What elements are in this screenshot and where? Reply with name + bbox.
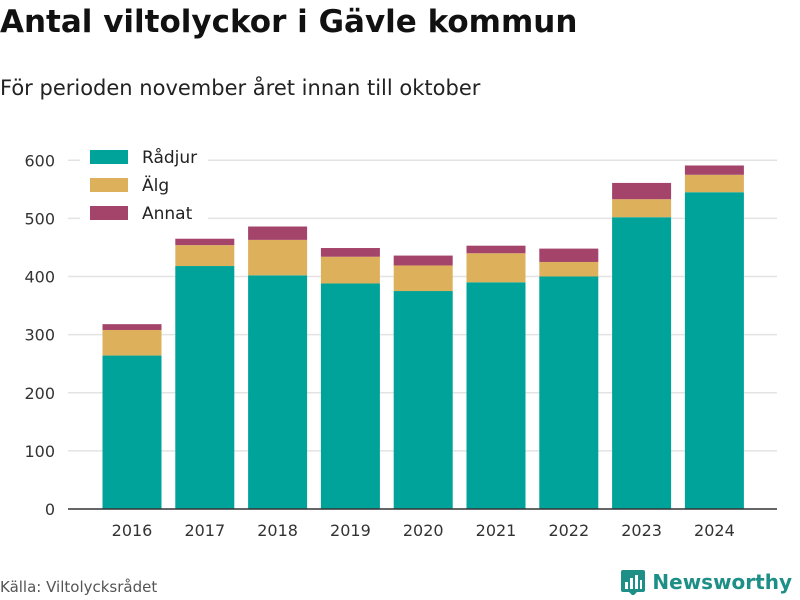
bar-segment: [102, 329, 162, 356]
brand-name: Newsworthy: [652, 570, 792, 594]
y-tick-label: 0: [45, 500, 55, 519]
x-tick-label: 2023: [621, 521, 662, 540]
x-tick-label: 2022: [548, 521, 589, 540]
x-tick-label: 2024: [694, 521, 735, 540]
x-tick-label: 2019: [330, 521, 371, 540]
legend-swatch: [90, 150, 128, 164]
x-axis: 2016 2017 2018 2019 2020 2021 2022 2023 2024: [112, 521, 735, 540]
bar-segment: [320, 256, 380, 284]
bar-segment: [466, 282, 526, 509]
bar-segment: [539, 276, 599, 509]
bar-segment: [320, 283, 380, 509]
bar-segment: [612, 217, 672, 509]
bar-segment: [393, 255, 453, 266]
bar-segment: [684, 192, 744, 509]
legend-swatch: [90, 206, 128, 220]
bar-segment: [175, 238, 235, 246]
bar-segment: [612, 199, 672, 218]
legend-swatch: [90, 178, 128, 192]
y-tick-label: 600: [24, 151, 55, 170]
legend: Rådjur Älg Annat: [80, 142, 208, 228]
x-tick-label: 2016: [112, 521, 153, 540]
y-tick-label: 100: [24, 442, 55, 461]
bar-segment: [175, 266, 235, 509]
bar-segment: [466, 253, 526, 283]
y-tick-label: 400: [24, 268, 55, 287]
chart-subtitle: För perioden november året innan till ok…: [0, 76, 481, 100]
bar-segment: [320, 248, 380, 257]
bars: [102, 165, 744, 509]
bar-segment: [393, 265, 453, 292]
bar-segment: [539, 261, 599, 277]
x-tick-label: 2017: [184, 521, 225, 540]
bar-segment: [248, 275, 308, 509]
y-tick-label: 500: [24, 209, 55, 228]
bar-segment: [539, 248, 599, 262]
bar-segment: [393, 291, 453, 509]
chart-title: Antal viltolyckor i Gävle kommun: [0, 4, 578, 40]
bar-segment: [466, 245, 526, 254]
bar-segment: [684, 165, 744, 175]
bar-segment: [102, 324, 162, 330]
brand-logo[interactable]: Newsworthy: [620, 569, 792, 595]
y-tick-label: 300: [24, 326, 55, 345]
legend-label: Älg: [142, 175, 169, 196]
x-tick-label: 2021: [476, 521, 517, 540]
bar-segment: [248, 239, 308, 276]
bar-segment: [612, 182, 672, 200]
x-tick-label: 2018: [257, 521, 298, 540]
legend-label: Rådjur: [142, 147, 197, 168]
bar-segment: [102, 355, 162, 509]
bar-chart-logo-icon: [621, 570, 646, 595]
y-tick-label: 200: [24, 384, 55, 403]
legend-label: Annat: [142, 204, 193, 224]
bar-segment: [684, 174, 744, 193]
y-axis: 0 100 200 300 400 500 600: [24, 151, 55, 519]
bar-segment: [248, 226, 308, 240]
source-note: Källa: Viltolycksrådet: [0, 578, 158, 596]
bar-segment: [175, 245, 235, 267]
x-tick-label: 2020: [403, 521, 444, 540]
